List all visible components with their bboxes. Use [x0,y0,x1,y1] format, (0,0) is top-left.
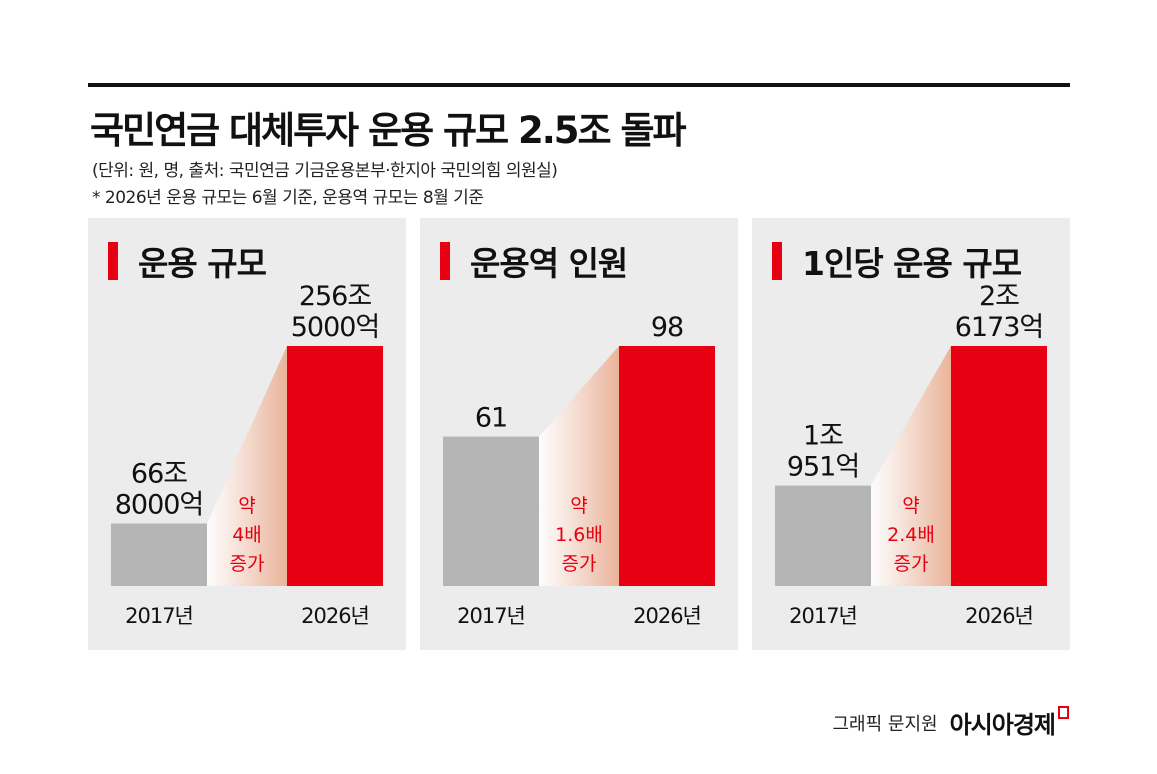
bar-2026 [951,346,1047,586]
growth-annotation: 증가 [230,553,265,575]
footnote: * 2026년 운용 규모는 6월 기준, 운용역 규모는 8월 기준 [92,188,484,208]
data-label: 66조 [131,458,187,489]
panel-title: 1인당 운용 규모 [772,240,1022,283]
page-title: 국민연금 대체투자 운용 규모 2.5조 돌파 [90,109,687,152]
bar-2017 [111,523,207,586]
growth-annotation: 4배 [232,524,262,546]
panel-title-text: 운용 규모 [138,244,267,283]
bar-2017 [443,436,539,586]
data-label: 1조 [803,421,843,452]
data-label: 2조 [979,281,1019,312]
data-label: 8000억 [115,489,204,520]
title-marker [440,242,450,280]
data-label: 61 [475,403,507,434]
growth-annotation: 증가 [562,553,597,575]
bar-2026 [619,346,715,586]
title-marker [108,242,118,280]
category-label: 2026년 [633,604,701,628]
title-marker [772,242,782,280]
category-label: 2017년 [457,604,525,628]
data-label: 256조 [299,281,372,312]
byline: 그래픽 문지원 [832,713,938,735]
panel-title-text: 1인당 운용 규모 [802,244,1022,283]
panel-title: 운용 규모 [108,240,267,283]
data-label: 98 [651,312,683,343]
growth-wedge [539,346,619,586]
data-label: 6173억 [955,312,1044,343]
growth-annotation: 약 [902,495,919,517]
category-label: 2017년 [789,604,857,628]
panel-title: 운용역 인원 [440,240,628,283]
top-rule [88,83,1070,87]
credit: 그래픽 문지원 아시아경제 [832,705,1069,740]
category-label: 2026년 [965,604,1033,628]
growth-annotation: 약 [570,495,587,517]
growth-wedge [207,346,287,586]
growth-annotation: 1.6배 [555,524,603,546]
data-label: 951억 [787,452,859,483]
panel-title-text: 운용역 인원 [470,244,628,283]
bar-2026 [287,346,383,586]
growth-annotation: 약 [238,495,255,517]
publisher-logo: 아시아경제 [949,711,1056,739]
bar-2017 [775,485,871,586]
growth-annotation: 2.4배 [887,524,935,546]
category-label: 2026년 [301,604,369,628]
growth-annotation: 증가 [894,553,929,575]
category-label: 2017년 [125,604,193,628]
logo-mark-icon [1058,706,1069,719]
data-label: 5000억 [291,312,380,343]
unit-note: (단위: 원, 명, 출처: 국민연금 기금운용본부·한지아 국민의힘 의원실) [92,161,558,181]
growth-wedge [871,346,951,586]
